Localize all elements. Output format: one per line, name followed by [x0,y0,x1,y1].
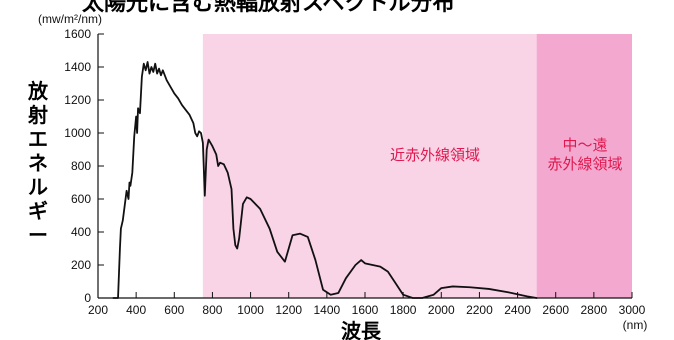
x-tick-label: 400 [126,303,146,317]
x-tick-label: 2000 [428,303,455,317]
x-tick-label: 200 [88,303,108,317]
y-axis-label-character: ー [28,223,48,247]
y-axis-label-character: 放 [27,79,49,103]
region-label-line: 赤外線領域 [547,155,622,173]
y-tick-label: 800 [71,159,91,173]
y-axis-label-character: ル [28,175,48,199]
y-axis-unit: (mw/m²/nm) [38,12,102,26]
mid-far-infrared-region [536,34,632,298]
x-tick-label: 2400 [504,303,531,317]
y-tick-label: 400 [71,225,91,239]
x-tick-label: 2600 [542,303,569,317]
x-tick-label: 2200 [466,303,493,317]
y-tick-label: 600 [71,192,91,206]
x-tick-label: 2800 [581,303,608,317]
x-axis-unit: (nm) [623,318,648,332]
near-infrared-region [202,34,537,298]
y-tick-label: 1600 [64,27,91,41]
series-layer [112,61,538,299]
y-tick-label: 200 [71,258,91,272]
y-axis-label-character: ギ [28,199,48,223]
y-axis-label-character: 射 [27,103,48,127]
chart-title: 太陽光に含む熱輻放射スペクトル分布 [82,0,454,16]
y-tick-label: 1000 [64,126,91,140]
y-tick-label: 1400 [64,60,91,74]
x-tick-label: 600 [164,303,184,317]
x-tick-label: 1600 [352,303,379,317]
regions-layer [202,34,632,298]
x-tick-label: 1800 [390,303,417,317]
x-tick-label: 1400 [314,303,341,317]
y-tick-label: 1200 [64,93,91,107]
y-tick-label: 0 [84,291,91,305]
near-infrared-label: 近赤外線領域 [390,146,480,164]
x-tick-label: 1000 [237,303,264,317]
x-tick-label: 1200 [275,303,302,317]
x-axis-label: 波長 [341,319,382,340]
x-tick-label: 3000 [619,303,646,317]
x-tick-label: 800 [202,303,222,317]
y-axis-label-character: エ [28,127,48,151]
region-label-line: 中～遠 [562,136,607,154]
spectrum-line [112,61,538,299]
y-axis-label-character: ネ [28,151,48,175]
region-label-line: 近赤外線領域 [390,146,480,164]
